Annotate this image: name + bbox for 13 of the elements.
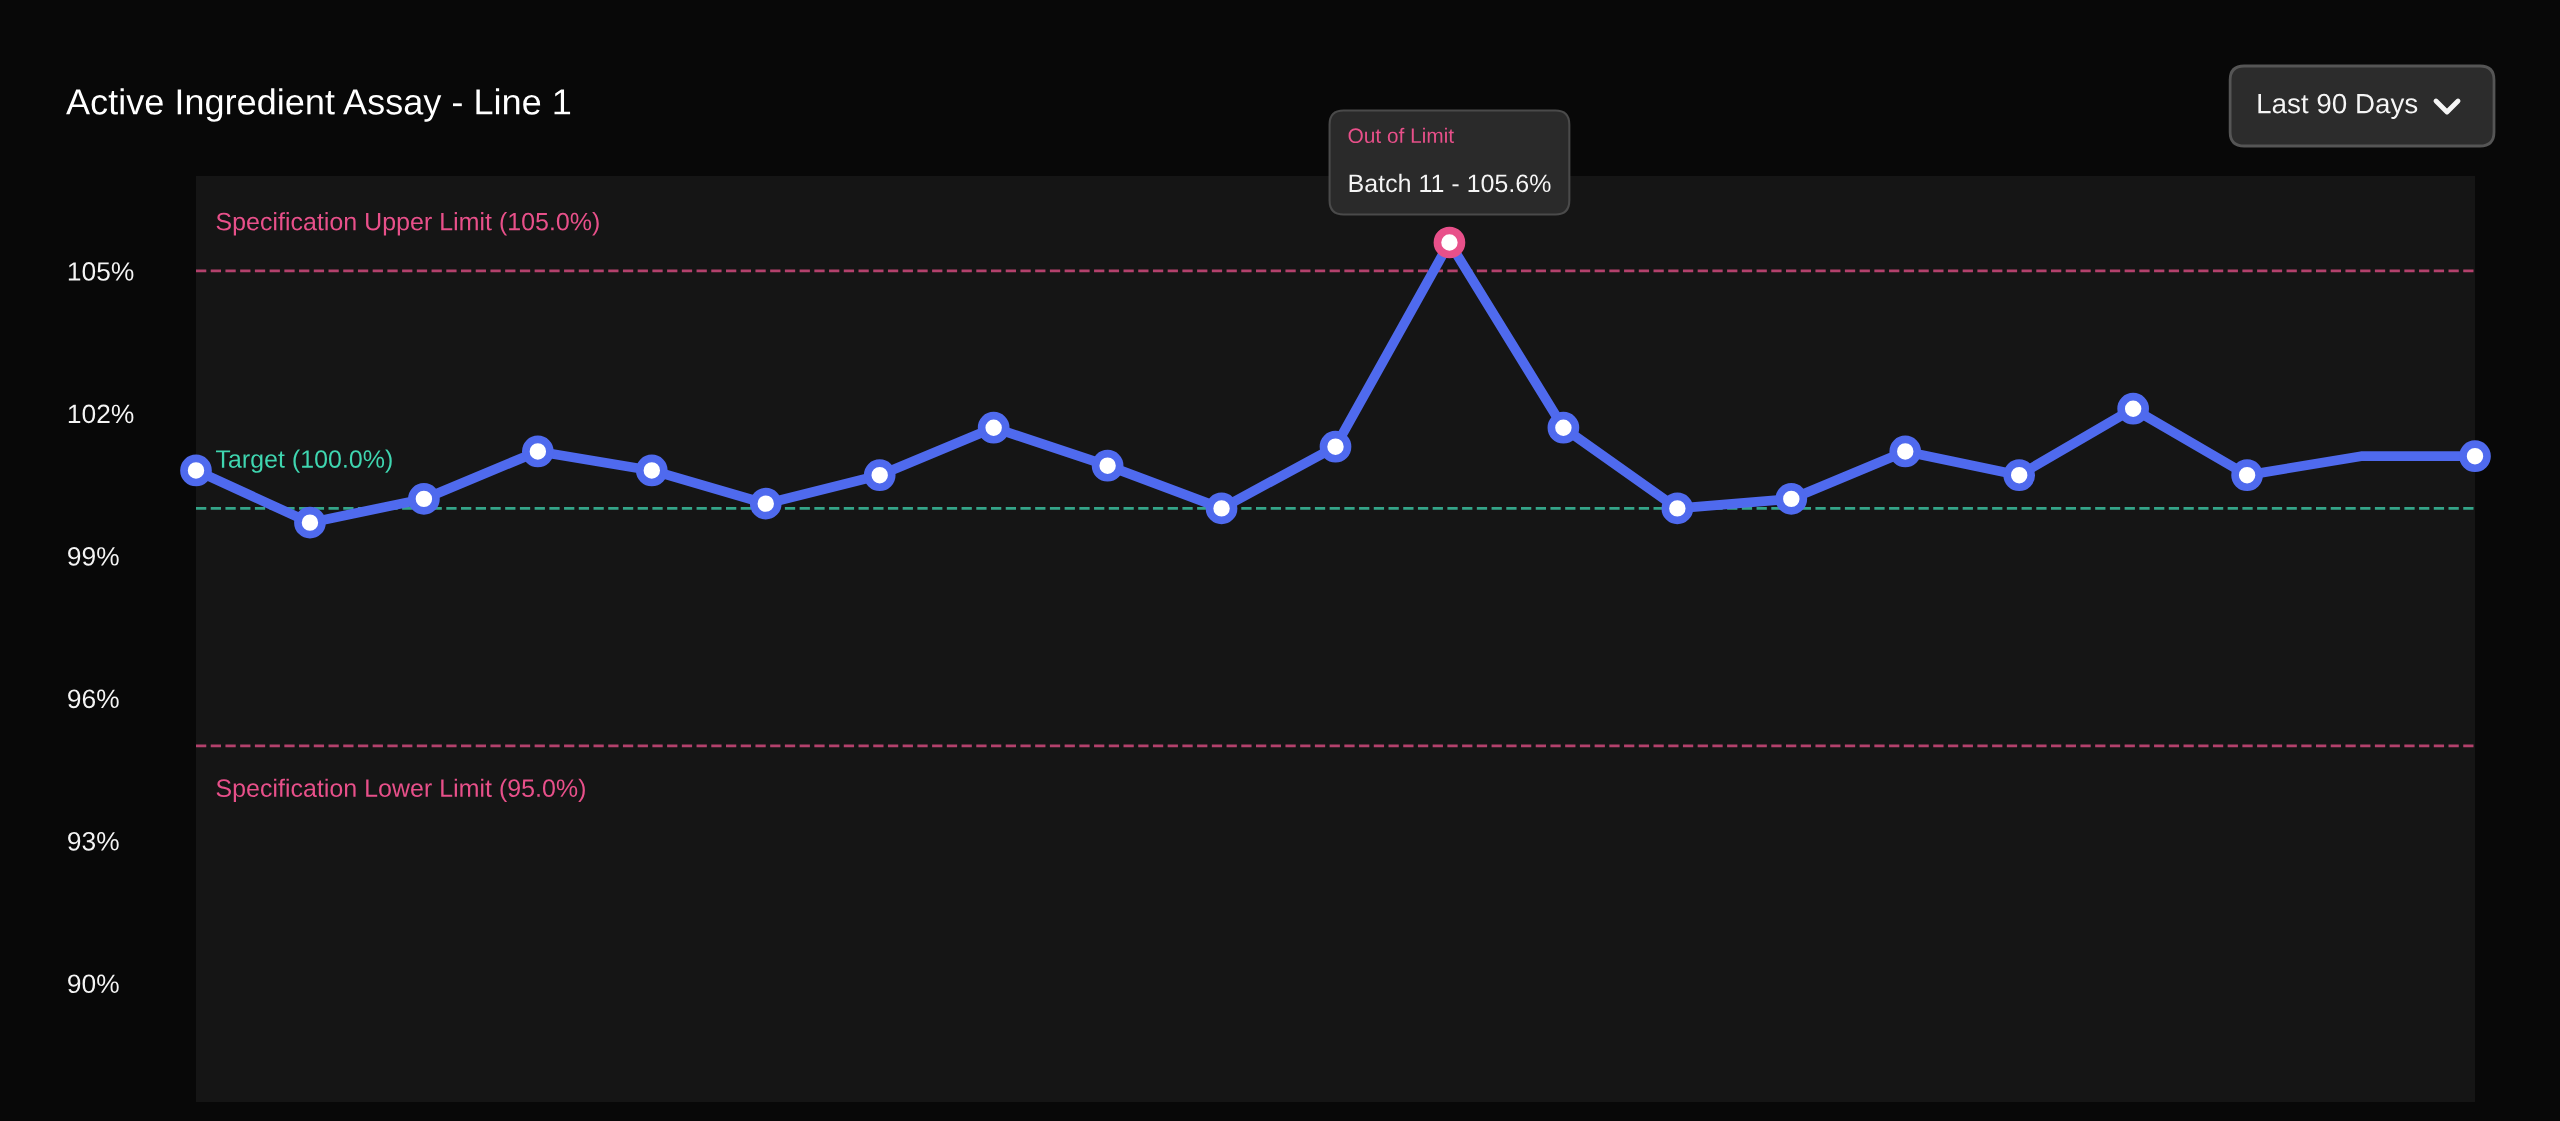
ref-line-label: Specification Lower Limit (95.0%) (216, 778, 585, 802)
y-tick-label: 96% (68, 689, 119, 709)
y-tick-label: 99% (68, 547, 119, 566)
text: Out of Limit (1348, 127, 1454, 144)
y-tick-label: 93% (68, 831, 119, 851)
ref-line-label: Target (100.0%) (216, 449, 392, 473)
ref-line-label: Specification Upper Limit (105.0%) (216, 212, 599, 236)
annotation: Batch 11 - 105.6% (1349, 173, 1551, 193)
y-tick-label: 90% (68, 974, 119, 994)
text: Last 90 Days (2258, 93, 2418, 119)
chart-title: Active Ingredient Assay - Line 1 (66, 88, 571, 122)
y-tick-label: 102% (68, 404, 134, 424)
y-tick-label: 105% (68, 262, 134, 281)
